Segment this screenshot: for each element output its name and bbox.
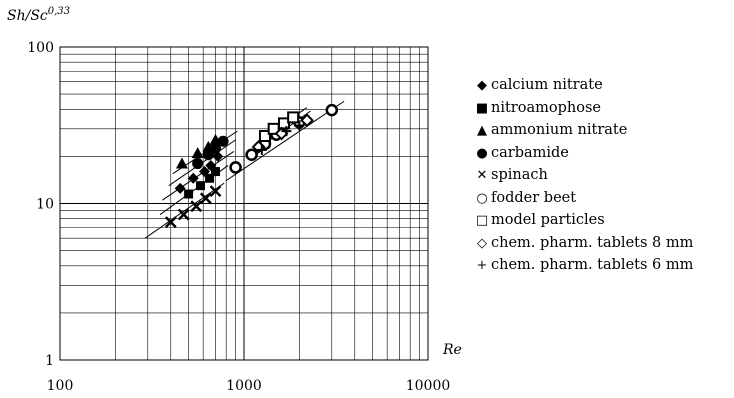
data-point-carbamide xyxy=(209,142,221,154)
data-point-fodder-beet xyxy=(245,148,258,161)
legend-marker-icon: ○ xyxy=(476,190,488,206)
data-point-model-particles xyxy=(278,117,291,130)
legend-label: chem. pharm. tablets 8 mm xyxy=(491,234,694,251)
data-points xyxy=(164,103,339,229)
data-point-model-particles xyxy=(258,129,271,142)
data-point-ammonium-nitrate xyxy=(175,157,188,169)
data-point-fodder-beet xyxy=(229,161,242,174)
x-tick-label: 100 xyxy=(47,378,74,394)
grid-lines xyxy=(59,46,429,361)
data-point-nitroamophose xyxy=(205,173,215,183)
legend-label: spinach xyxy=(491,167,548,183)
legend-marker-icon: ◆ xyxy=(477,78,487,93)
y-axis-title-main: Sh/Sc xyxy=(7,8,48,24)
data-point-spinach xyxy=(209,185,222,197)
trend-line xyxy=(144,182,225,239)
legend-item: ◆ calcium nitrate xyxy=(475,74,693,97)
legend-marker-icon: ● xyxy=(476,145,488,161)
data-point-carbamide xyxy=(202,149,214,161)
data-point-fodder-beet xyxy=(325,103,339,117)
legend-label: fodder beet xyxy=(491,189,577,206)
legend-item: ■ nitroamophose xyxy=(475,97,693,120)
trend-line xyxy=(162,151,235,201)
data-point-ammonium-nitrate xyxy=(191,147,204,159)
data-point-spinach-stroke xyxy=(199,192,212,205)
data-point-nitroamophose xyxy=(195,181,205,191)
plot-frame xyxy=(59,46,429,361)
y-axis-title: Sh/Sc0,33 xyxy=(7,6,70,24)
legend-marker-icon: + xyxy=(476,258,488,273)
legend-label: nitroamophose xyxy=(491,99,601,116)
data-point-model-particles xyxy=(287,111,300,124)
data-point-spinach xyxy=(164,216,177,229)
data-point-calcium-nitrate xyxy=(187,172,199,184)
data-point-spinach xyxy=(190,200,203,213)
y-tick-label: 1 xyxy=(45,353,54,369)
data-point-spinach xyxy=(199,192,212,205)
y-tick-label: 10 xyxy=(36,197,54,213)
legend-item: ○ fodder beet xyxy=(475,187,693,210)
legend-label: model particles xyxy=(491,212,605,228)
x-tick-label: 10000 xyxy=(406,378,451,394)
legend-item: □ model particles xyxy=(475,209,693,232)
legend-item: + chem. pharm. tablets 6 mm xyxy=(475,254,694,277)
legend-label: carbamide xyxy=(491,144,569,161)
legend-item: ● carbamide xyxy=(475,142,693,165)
legend-label: ammonium nitrate xyxy=(491,122,628,138)
legend: ◆ calcium nitrate ■ nitroamophose ▲ ammonium … xyxy=(475,74,694,277)
data-point-pharm-tablets-6mm xyxy=(256,144,267,155)
legend-marker-icon: ✕ xyxy=(476,168,488,183)
data-point-spinach xyxy=(177,208,190,221)
legend-label: chem. pharm. tablets 6 mm xyxy=(491,257,694,273)
legend-item: ✕ spinach xyxy=(475,164,693,187)
data-point-spinach-stroke xyxy=(190,200,203,213)
data-point-spinach-stroke xyxy=(164,216,177,229)
tick-labels: 100 1000 10000 1 10 100 xyxy=(27,40,450,394)
trend-line xyxy=(225,100,345,182)
legend-marker-icon: ◇ xyxy=(477,235,487,251)
legend-marker-icon: □ xyxy=(475,213,489,228)
y-tick-label: 100 xyxy=(27,40,54,56)
legend-marker-icon: ■ xyxy=(475,100,489,116)
y-axis-title-exponent: 0,33 xyxy=(48,6,70,17)
x-axis-title: Re xyxy=(442,342,462,358)
x-tick-label: 1000 xyxy=(226,378,262,394)
data-point-pharm-tablets-6mm xyxy=(281,126,292,137)
data-point-carbamide xyxy=(217,135,229,147)
data-point-carbamide xyxy=(192,158,204,170)
data-point-pharm-tablets-6mm xyxy=(294,120,305,131)
legend-item: ▲ ammonium nitrate xyxy=(475,119,693,142)
data-point-calcium-nitrate xyxy=(174,182,186,194)
data-point-nitroamophose xyxy=(210,167,220,177)
data-point-spinach-stroke xyxy=(177,208,190,221)
data-point-nitroamophose xyxy=(184,189,194,199)
data-point-pharm-tablets-8mm xyxy=(300,113,314,128)
data-point-spinach-stroke xyxy=(209,185,222,197)
legend-item: ◇ chem. pharm. tablets 8 mm xyxy=(475,232,693,255)
legend-marker-icon: ▲ xyxy=(477,123,487,138)
legend-label: calcium nitrate xyxy=(491,77,603,93)
